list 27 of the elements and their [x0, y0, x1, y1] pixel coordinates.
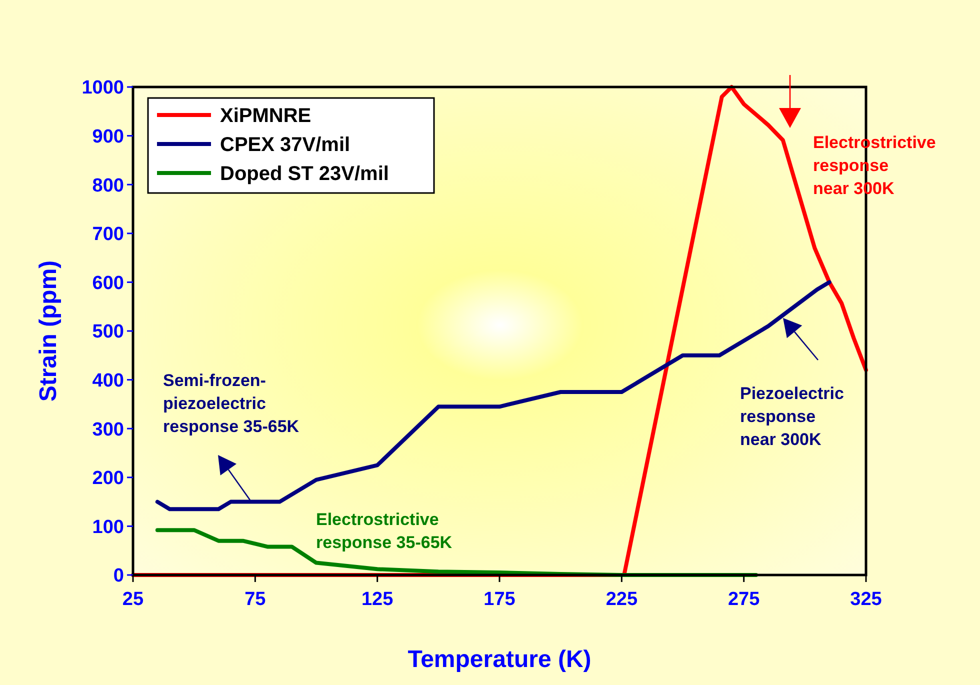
y-tick-label: 500 [92, 322, 124, 343]
x-tick-label: 275 [728, 589, 760, 610]
annotation: Piezoelectric response near 300K [740, 384, 844, 449]
y-axis-title: Strain (ppm) [35, 260, 62, 402]
x-tick-label: 75 [244, 589, 266, 610]
annotation: Electrostrictive response 35-65K [316, 510, 453, 552]
legend-label: Doped ST 23V/mil [220, 163, 389, 185]
x-tick-label: 125 [361, 589, 394, 610]
annotation: Semi-frozen- piezoelectric response 35-65K [163, 371, 300, 436]
x-tick-label: 175 [484, 589, 516, 610]
y-tick-label: 1000 [82, 78, 124, 99]
x-axis-title: Temperature (K) [408, 646, 592, 673]
y-tick-label: 400 [92, 370, 124, 392]
y-tick-label: 600 [92, 272, 124, 294]
y-tick-label: 200 [92, 468, 124, 490]
y-tick-label: 800 [92, 175, 124, 196]
y-tick-label: 300 [92, 419, 124, 440]
y-tick-label: 700 [92, 224, 124, 246]
line-series [155, 528, 758, 577]
y-tick-label: 100 [92, 516, 124, 538]
y-tick-label: 0 [113, 566, 124, 587]
legend-label: CPEX 37V/mil [220, 134, 350, 156]
x-tick-label: 325 [850, 589, 882, 610]
x-tick-label: 25 [122, 589, 144, 610]
x-tick-label: 225 [606, 589, 638, 610]
y-tick-label: 900 [92, 126, 124, 148]
legend-label: XiPMNRE [220, 105, 312, 127]
